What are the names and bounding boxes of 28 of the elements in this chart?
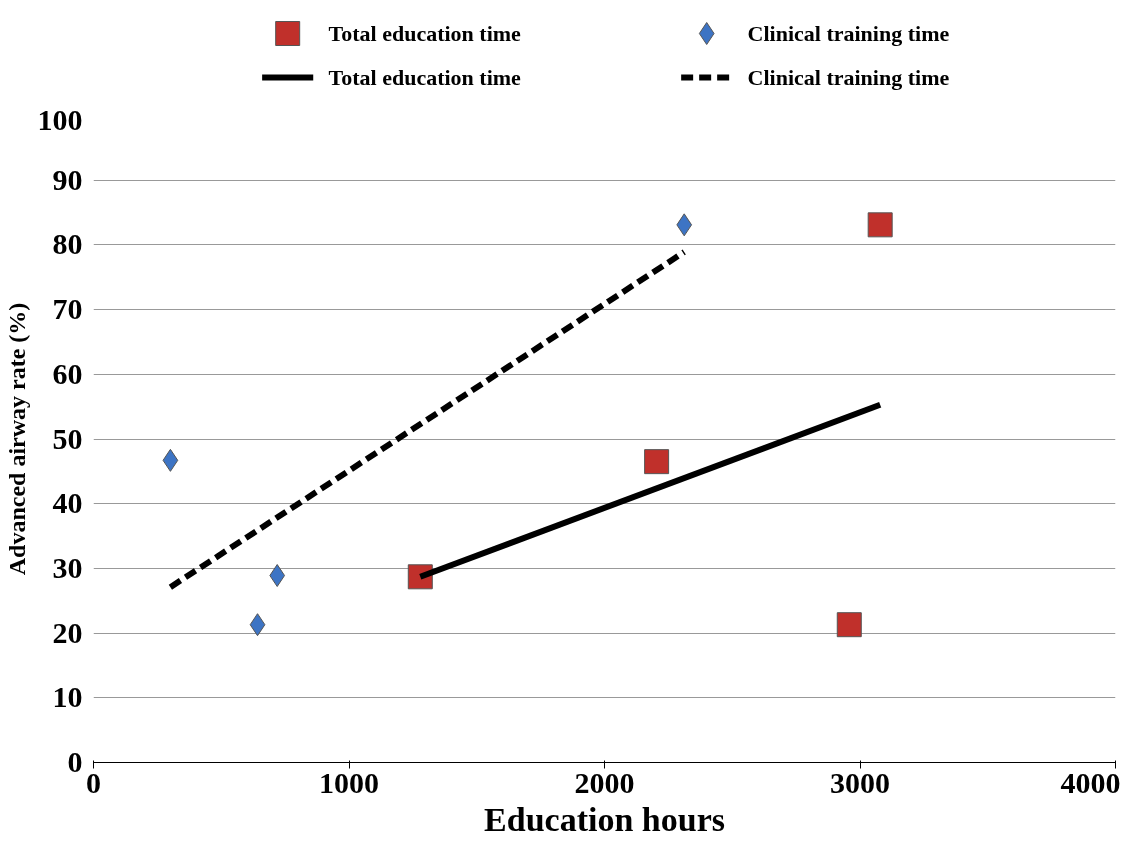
x-tick-label: 4000 — [1060, 765, 1121, 799]
y-tick-label: 60 — [52, 356, 83, 390]
y-tick-label: 0 — [67, 745, 83, 778]
point — [867, 212, 893, 238]
y-tick-label: 30 — [52, 550, 83, 584]
y-tick-label: 80 — [52, 227, 83, 261]
y-tick-label: 70 — [52, 292, 83, 326]
legend-label: Total education time — [328, 65, 522, 90]
point — [269, 564, 286, 588]
point — [676, 213, 693, 237]
point — [249, 613, 266, 637]
y-tick-label: 90 — [52, 162, 83, 196]
point — [162, 448, 179, 472]
x-tick-label: 1000 — [319, 765, 379, 799]
y-tick-label: 10 — [52, 680, 83, 714]
point — [836, 612, 862, 638]
y-tick-label: 50 — [52, 421, 83, 455]
legend-label: Clinical training time — [747, 21, 950, 46]
x-axis-title: Education hours — [484, 800, 725, 838]
legend-label: Total education time — [328, 21, 522, 46]
x-tick-label: 3000 — [830, 765, 890, 799]
y-tick-label: 100 — [37, 102, 83, 136]
point — [644, 449, 670, 475]
legend-label: Clinical training time — [747, 65, 950, 90]
x-tick-label: 2000 — [574, 765, 635, 799]
y-tick-label: 20 — [52, 615, 83, 649]
y-tick-label: 40 — [52, 486, 83, 520]
y-axis-title: Advanced airway rate (%) — [3, 302, 30, 576]
